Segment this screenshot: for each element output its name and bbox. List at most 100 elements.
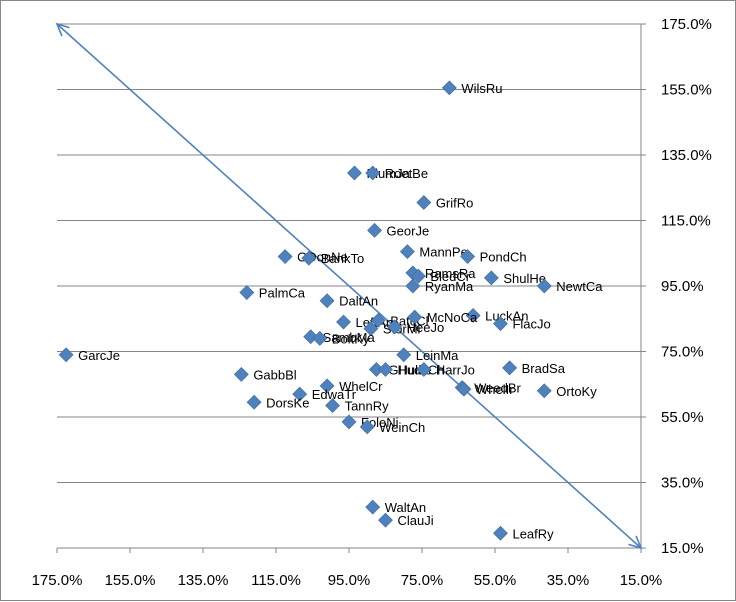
data-point-label: PalmCa <box>259 286 306 301</box>
data-point-label: RyanMa <box>425 279 474 294</box>
data-point-label: McNoCa <box>427 310 478 325</box>
data-point-marker <box>370 312 386 328</box>
data-point-label: EdwaTr <box>312 387 357 402</box>
data-point-marker <box>483 270 499 286</box>
data-point-label: PondCh <box>480 250 527 265</box>
data-point-label: GrifRo <box>436 195 474 210</box>
y-tick-label: 55.0% <box>661 409 704 426</box>
x-tick-label: 55.0% <box>474 572 517 589</box>
data-points: WilsRuPlumJaRoetBeGrifRoGeorJeODonNeBank… <box>58 80 603 541</box>
data-point-label: HarrJo <box>436 363 475 378</box>
data-point-label: LeinMa <box>416 348 459 363</box>
data-point-marker <box>277 249 293 264</box>
diagonal-arrow <box>55 22 643 550</box>
data-point-marker <box>301 250 317 266</box>
x-tick-label: 95.0% <box>328 572 371 589</box>
data-point-marker <box>325 398 340 413</box>
y-tick-label: 95.0% <box>661 278 704 295</box>
data-point-marker <box>367 222 382 238</box>
y-tick-label: 35.0% <box>661 475 704 492</box>
x-tick-label: 75.0% <box>401 572 444 589</box>
data-point-marker <box>319 293 335 309</box>
data-point-marker <box>396 347 412 363</box>
data-point-marker <box>405 278 421 294</box>
y-tick-label: 115.0% <box>661 213 711 230</box>
data-point-label: WeedBr <box>474 381 521 396</box>
y-tick-label: 175.0% <box>661 16 712 33</box>
data-point-marker <box>387 319 403 335</box>
data-point-label: WaltAn <box>385 500 426 515</box>
data-point-label: WilsRu <box>461 81 502 96</box>
data-point-marker <box>347 165 362 181</box>
data-point-marker <box>365 499 381 515</box>
data-point-label: PlumJa <box>366 166 410 181</box>
data-point-label: FlacJo <box>512 317 550 332</box>
data-point-label: BankTo <box>321 251 364 266</box>
data-point-label: GarcJe <box>78 348 120 363</box>
data-point-marker <box>441 80 457 96</box>
arrowhead-bottom-right <box>628 535 643 550</box>
data-point-label: MannPe <box>419 245 467 260</box>
data-point-marker <box>58 347 74 363</box>
data-point-marker <box>410 268 426 284</box>
data-point-marker <box>536 278 552 294</box>
data-point-marker <box>416 362 432 377</box>
data-point-marker <box>460 249 476 264</box>
data-point-marker <box>416 195 432 210</box>
x-tick-label: 115.0% <box>251 572 301 589</box>
data-point-marker <box>493 316 508 332</box>
data-point-marker <box>336 314 351 330</box>
data-point-label: HeeJo <box>407 320 445 335</box>
arrowhead-top-left <box>55 22 70 37</box>
y-axis-tick-labels: 175.0% 155.0% 135.0% 115.0% 95.0% 75.0% 55.0% 3… <box>661 16 712 557</box>
data-point-marker <box>378 362 393 377</box>
data-point-marker <box>292 386 308 402</box>
y-tick-label: 155.0% <box>661 82 712 99</box>
data-point-label: WhelIr <box>476 382 514 397</box>
data-point-label: DaltAn <box>339 294 378 309</box>
y-tick-label: 15.0% <box>661 540 704 557</box>
data-point-label: RoetBe <box>385 166 428 181</box>
data-point-label: DorsKe <box>266 395 309 410</box>
x-tick-label: 155.0% <box>105 572 156 589</box>
data-point-label: WhelCr <box>339 379 383 394</box>
data-point-marker <box>312 330 328 346</box>
data-point-label: LuckAn <box>485 308 528 323</box>
data-point-marker <box>456 381 472 397</box>
data-point-marker <box>239 285 255 300</box>
data-point-marker <box>359 419 375 435</box>
diagonal-arrow-line <box>56 23 642 549</box>
axes <box>56 23 646 553</box>
data-point-marker <box>319 378 335 394</box>
data-point-marker <box>246 394 262 410</box>
data-point-marker <box>399 244 415 260</box>
data-point-label: TannRy <box>345 399 390 414</box>
data-point-marker <box>502 360 518 376</box>
x-tick-label: 135.0% <box>178 572 229 589</box>
x-tick-label: 175.0% <box>32 572 83 589</box>
data-point-marker <box>363 321 379 336</box>
data-point-label: WeinCh <box>379 420 425 435</box>
data-point-label: GeorJe <box>387 223 430 238</box>
data-point-label: LeafRy <box>512 526 554 541</box>
data-point-label: BradSa <box>522 361 566 376</box>
data-point-marker <box>378 512 393 528</box>
data-point-marker <box>493 525 508 541</box>
data-point-label: BoltKy <box>332 331 370 346</box>
y-tick-label: 75.0% <box>661 344 704 361</box>
x-axis-tick-labels: 175.0% 155.0% 135.0% 115.0% 95.0% 75.0% 55.0% 3… <box>32 572 663 589</box>
data-point-marker <box>233 367 249 382</box>
data-point-marker <box>341 414 357 430</box>
data-point-label: SambMa <box>323 330 376 345</box>
data-point-label: ClauJi <box>398 513 434 528</box>
data-point-marker <box>465 308 481 323</box>
data-point-label: NewtCa <box>556 279 603 294</box>
x-tick-label: 15.0% <box>620 572 663 589</box>
data-point-marker <box>407 309 423 325</box>
data-point-marker <box>536 383 552 399</box>
data-point-marker <box>303 329 319 345</box>
data-point-label: ShulHe <box>503 271 546 286</box>
y-tick-label: 135.0% <box>661 147 712 164</box>
data-point-label: GabbBl <box>253 367 296 382</box>
